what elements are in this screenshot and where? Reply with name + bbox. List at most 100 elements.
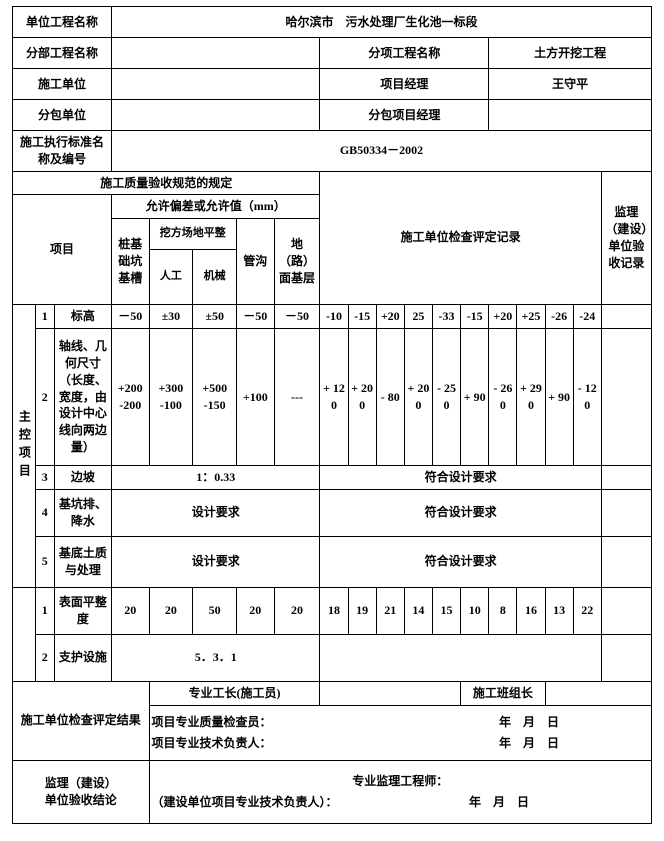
general-item-1-m0: 18 (320, 587, 348, 634)
main-item-3-inspection: 符合设计要求 (320, 465, 601, 489)
main-item-1-m6: +20 (489, 305, 517, 329)
team-leader-value (545, 681, 651, 705)
general-item-1-c5: 20 (274, 587, 320, 634)
general-item-1-m4: 15 (432, 587, 460, 634)
contractor-value (112, 69, 320, 100)
general-item-1-m2: 21 (376, 587, 404, 634)
main-item-1-c4: －50 (237, 305, 275, 329)
main-item-2-c5: --- (274, 328, 320, 465)
main-item-2-m3: + 200 (404, 328, 432, 465)
unit-project-value: 哈尔滨市 污水处理厂生化池一标段 (112, 7, 652, 38)
owner-tech-lead-label: （建设单位项目专业技术负责人）： (152, 794, 338, 811)
general-item-1-m8: 13 (545, 587, 573, 634)
main-item-1-m0: -10 (320, 305, 348, 329)
general-item-idx-2: 2 (35, 634, 54, 681)
foreman-label: 专业工长(施工员) (149, 681, 320, 705)
general-item-1-c3: 50 (193, 587, 237, 634)
main-section-label: 主控项目 (13, 305, 36, 588)
inspection-sign-block: 项目专业质量检查员： 年 月 日 项目专业技术负责人： 年 月 日 (149, 705, 651, 760)
main-item-5-tolerance: 设计要求 (112, 536, 320, 587)
tolerance-group-label: 允许偏差或允许值（mm） (112, 195, 320, 219)
inspection-group-label: 施工单位检查评定记录 (320, 171, 601, 305)
main-item-2-m0: + 120 (320, 328, 348, 465)
main-item-1-m4: -33 (432, 305, 460, 329)
supervision-engineer-label: 专业监理工程师： (152, 773, 649, 790)
main-item-2-m7: + 290 (517, 328, 545, 465)
main-item-2-m4: - 250 (432, 328, 460, 465)
main-item-4-tolerance: 设计要求 (112, 489, 320, 536)
item-label: 项目 (13, 195, 112, 305)
main-item-1-c5: －50 (274, 305, 320, 329)
general-item-1-m6: 8 (489, 587, 517, 634)
main-item-5-inspection: 符合设计要求 (320, 536, 601, 587)
main-item-name-2: 轴线、几何尺寸（长度、宽度，由设计中心线向两边量） (54, 328, 111, 465)
general-item-1-c1: 20 (112, 587, 150, 634)
col-pipe: 管沟 (237, 219, 275, 305)
subitem-project-value: 土方开挖工程 (489, 38, 652, 69)
unit-project-label: 单位工程名称 (13, 7, 112, 38)
main-item-2-c1: +200 -200 (112, 328, 150, 465)
main-item-name-5: 基底土质与处理 (54, 536, 111, 587)
date-label-1: 年 月 日 (499, 714, 559, 731)
main-item-2-m8: + 90 (545, 328, 573, 465)
main-item-2-c2: +300 -100 (149, 328, 193, 465)
supervision-conclusion-l1: 监理（建设） (45, 776, 117, 790)
main-item-1-supervision (601, 305, 651, 329)
main-item-4-inspection: 符合设计要求 (320, 489, 601, 536)
general-item-1-c4: 20 (237, 587, 275, 634)
main-item-1-m1: -15 (348, 305, 376, 329)
general-section-label (13, 587, 36, 681)
general-item-1-m7: 16 (517, 587, 545, 634)
col-dig-manual: 人工 (150, 250, 193, 305)
main-item-idx-1: 1 (35, 305, 54, 329)
main-item-name-1: 标高 (54, 305, 111, 329)
main-item-2-m6: - 260 (489, 328, 517, 465)
main-item-2-supervision (601, 328, 651, 465)
main-item-idx-4: 4 (35, 489, 54, 536)
subcontractor-label: 分包单位 (13, 100, 112, 131)
main-item-1-m7: +25 (517, 305, 545, 329)
main-item-2-c4: +100 (237, 328, 275, 465)
col-digsite: 挖方场地平整 (150, 219, 237, 250)
general-item-2-inspection (320, 634, 601, 681)
general-item-1-c2: 20 (149, 587, 193, 634)
main-item-1-m3: 25 (404, 305, 432, 329)
general-item-1-m9: 22 (573, 587, 601, 634)
general-item-2-supervision (601, 634, 651, 681)
sub-pm-value (489, 100, 652, 131)
main-item-1-m9: -24 (573, 305, 601, 329)
standard-value: GB50334－2002 (112, 131, 652, 172)
division-project-label: 分部工程名称 (13, 38, 112, 69)
quality-inspector-label: 项目专业质量检查员： (152, 714, 272, 731)
general-item-name-2: 支护设施 (54, 634, 111, 681)
inspection-result-label: 施工单位检查评定结果 (13, 681, 150, 760)
division-project-value (112, 38, 320, 69)
subitem-project-label: 分项工程名称 (320, 38, 489, 69)
supervision-conclusion-label: 监理（建设） 单位验收结论 (13, 760, 150, 823)
main-item-3-tolerance: 1：0.33 (112, 465, 320, 489)
general-item-1-m5: 10 (461, 587, 489, 634)
sub-pm-label: 分包项目经理 (320, 100, 489, 131)
main-item-1-m5: -15 (461, 305, 489, 329)
main-item-1-c3: ±50 (193, 305, 237, 329)
general-item-1-supervision (601, 587, 651, 634)
tech-lead-label: 项目专业技术负责人： (152, 735, 272, 752)
general-item-2-tolerance: 5．3．1 (112, 634, 320, 681)
main-item-1-m8: -26 (545, 305, 573, 329)
pm-value: 王守平 (489, 69, 652, 100)
supervision-conclusion-l2: 单位验收结论 (45, 793, 117, 807)
subcontractor-value (112, 100, 320, 131)
main-item-2-m1: + 200 (348, 328, 376, 465)
general-item-idx-1: 1 (35, 587, 54, 634)
foreman-value (320, 681, 461, 705)
col-dig-mech: 机械 (193, 250, 236, 305)
main-item-5-supervision (601, 536, 651, 587)
inspection-form-table: 单位工程名称 哈尔滨市 污水处理厂生化池一标段 分部工程名称 分项工程名称 土方… (12, 6, 652, 824)
main-item-1-c2: ±30 (149, 305, 193, 329)
spec-group-label: 施工质量验收规范的规定 (13, 171, 320, 195)
supervision-col-label: 监理（建设）单位验收记录 (601, 171, 651, 305)
date-label-2: 年 月 日 (499, 735, 559, 752)
main-item-1-m2: +20 (376, 305, 404, 329)
main-item-2-m5: + 90 (461, 328, 489, 465)
general-item-name-1: 表面平整度 (54, 587, 111, 634)
